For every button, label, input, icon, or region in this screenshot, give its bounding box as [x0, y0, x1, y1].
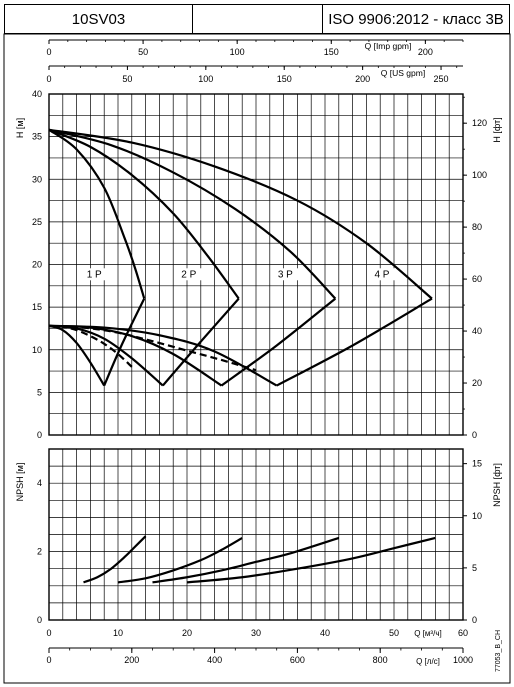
- head-ft-tick-label: 120: [472, 118, 487, 128]
- series-label-bg: [367, 268, 396, 281]
- us-gpm-tick-label: 200: [355, 74, 370, 84]
- npsh-plot-frame: [48, 448, 464, 621]
- series-label-1p: 1 P: [87, 269, 102, 280]
- head-y-tick-label: 0: [37, 430, 42, 440]
- series-label-bg: [80, 268, 109, 281]
- title-empty-cell: [193, 5, 323, 33]
- flow-m3h-tick-label: 10: [113, 628, 123, 638]
- model-name: 10SV03: [5, 5, 193, 33]
- head-ft-tick-label: 0: [472, 430, 477, 440]
- flow-ls-tick-label: 200: [124, 655, 139, 665]
- head-curve-segment: [48, 324, 278, 387]
- head-y-axis-label: H [м]: [15, 118, 25, 138]
- npsh-y-tick-label: 2: [37, 547, 42, 557]
- npsh-ft-tick-label: 10: [472, 511, 482, 521]
- us-gpm-axis-label: Q [US gpm]: [381, 68, 425, 78]
- head-ft-tick-label: 20: [472, 378, 482, 388]
- us-gpm-tick-label: 150: [277, 74, 292, 84]
- head-curve-segment: [276, 297, 433, 387]
- npsh-y-axis-label: NPSH [м]: [15, 463, 25, 502]
- flow-ls-tick-label: 0: [46, 655, 51, 665]
- npsh-ft-tick-label: 15: [472, 459, 482, 469]
- flow-ls-tick-label: 800: [373, 655, 388, 665]
- flow-ls-tick-label: 600: [290, 655, 305, 665]
- head-y-tick-label: 40: [32, 89, 42, 99]
- imp-gpm-tick-label: 150: [324, 47, 339, 57]
- npsh-curve: [186, 536, 436, 584]
- us-gpm-tick-label: 50: [122, 74, 132, 84]
- npsh-curve: [83, 535, 147, 584]
- chart-border: [3, 33, 511, 684]
- flow-ls-tick-label: 400: [207, 655, 222, 665]
- npsh-ft-axis-label: NPSH [фт]: [492, 463, 502, 507]
- head-curve-1p: [48, 128, 146, 299]
- flow-m3h-tick-label: 60: [458, 628, 468, 638]
- npsh-ft-tick-label: 0: [472, 615, 477, 625]
- flow-ls-tick-label: 1000: [453, 655, 473, 665]
- flow-m3h-tick-label: 0: [46, 628, 51, 638]
- head-ft-tick-label: 80: [472, 222, 482, 232]
- npsh-ft-tick-label: 5: [472, 563, 477, 573]
- standard-label: ISO 9906:2012 - класс 3B: [328, 10, 504, 28]
- npsh-y-tick-label: 0: [37, 615, 42, 625]
- head-ft-tick-label: 60: [472, 274, 482, 284]
- flow-m3h-tick-label: 20: [182, 628, 192, 638]
- head-plot-frame: [48, 93, 464, 436]
- us-gpm-tick-label: 250: [434, 74, 449, 84]
- head-y-tick-label: 25: [32, 217, 42, 227]
- head-y-tick-label: 15: [32, 302, 42, 312]
- head-curve-segment: [48, 324, 106, 387]
- head-curve-segment: [103, 298, 146, 386]
- us-gpm-tick-label: 100: [198, 74, 213, 84]
- efficiency-curve: [48, 324, 257, 372]
- series-label-4p: 4 P: [374, 269, 389, 280]
- head-curve-segment: [162, 297, 240, 387]
- head-curve-4p: [48, 128, 433, 300]
- flow-m3h-tick-label: 30: [251, 628, 261, 638]
- head-ft-axis-label: H [фт]: [492, 117, 502, 142]
- series-label-bg: [174, 268, 203, 281]
- flow-m3h-tick-label: 50: [389, 628, 399, 638]
- npsh-curve: [152, 536, 340, 584]
- flow-m3h-axis-label: Q [м³/ч]: [414, 629, 441, 638]
- imp-gpm-axis-label: Q [Imp gpm]: [365, 41, 412, 51]
- imp-gpm-tick-label: 200: [418, 47, 433, 57]
- flow-m3h-tick-label: 40: [320, 628, 330, 638]
- head-curve-segment: [220, 297, 337, 387]
- head-y-tick-label: 30: [32, 174, 42, 184]
- flow-ls-axis-label: Q [л/с]: [416, 657, 440, 666]
- drawing-code: 77053_B_CH: [495, 630, 502, 672]
- head-curve-segment: [48, 324, 223, 387]
- head-y-tick-label: 5: [37, 387, 42, 397]
- head-y-tick-label: 20: [32, 260, 42, 270]
- series-label-3p: 3 P: [278, 269, 293, 280]
- series-label-bg: [271, 268, 300, 281]
- head-curve-3p: [48, 128, 337, 300]
- imp-gpm-tick-label: 0: [46, 47, 51, 57]
- imp-gpm-tick-label: 50: [138, 47, 148, 57]
- us-gpm-tick-label: 0: [46, 74, 51, 84]
- imp-gpm-tick-label: 100: [230, 47, 245, 57]
- head-y-tick-label: 35: [32, 132, 42, 142]
- head-ft-tick-label: 100: [472, 170, 487, 180]
- npsh-curve: [117, 536, 243, 584]
- head-y-tick-label: 10: [32, 345, 42, 355]
- head-ft-tick-label: 40: [472, 326, 482, 336]
- npsh-y-tick-label: 4: [37, 478, 42, 488]
- head-curve-2p: [48, 128, 240, 300]
- series-label-2p: 2 P: [181, 269, 196, 280]
